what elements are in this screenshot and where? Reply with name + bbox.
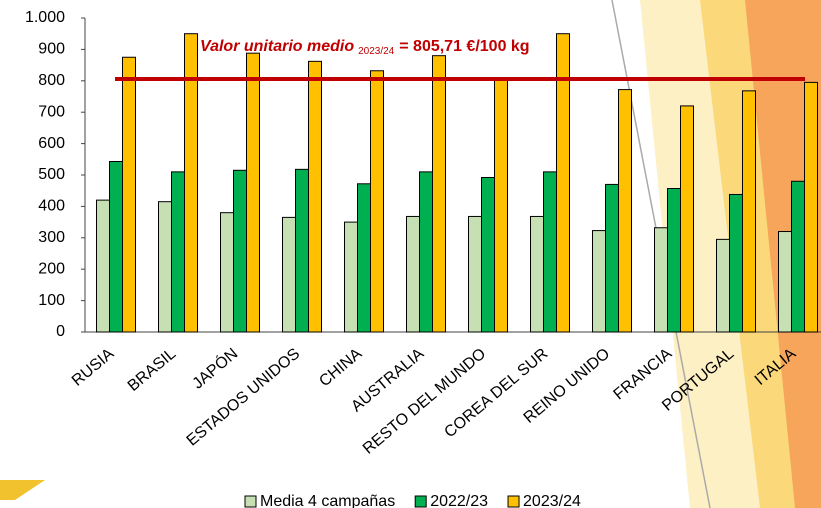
bar	[184, 33, 198, 333]
bar	[778, 231, 792, 333]
bar	[680, 105, 694, 333]
bar	[419, 171, 433, 333]
y-tick-label: 800	[38, 72, 65, 89]
legend-swatch	[244, 495, 257, 508]
bar	[295, 168, 309, 333]
bar	[667, 188, 681, 333]
y-tick-label: 500	[38, 166, 65, 183]
bar	[246, 52, 260, 333]
annotation-subscript: 2023/24	[358, 46, 395, 57]
bar	[122, 56, 136, 333]
bar	[406, 215, 420, 333]
annotation: Valor unitario medio 2023/24 = 805,71 €/10…	[200, 38, 530, 56]
annotation-text: Valor unitario medio	[200, 38, 354, 55]
annotation-suffix: = 805,71 €/100 kg	[399, 38, 529, 55]
bar	[344, 221, 358, 333]
bar	[742, 90, 756, 333]
y-tick-label: 400	[38, 198, 65, 215]
bar	[370, 70, 384, 333]
x-tick-label: JAPÓN	[188, 344, 241, 393]
bar	[171, 171, 185, 333]
background-shape	[0, 480, 45, 500]
y-tick-label: 0	[56, 323, 65, 340]
y-tick-label: 200	[38, 260, 65, 277]
legend-label: Media 4 campañas	[260, 493, 395, 508]
bar	[282, 216, 296, 333]
bar	[804, 81, 818, 333]
x-tick-label: RESTO DEL MUNDO	[360, 345, 489, 457]
bar	[308, 60, 322, 333]
bar	[654, 227, 668, 333]
legend: Media 4 campañas 2022/23 2023/24	[244, 493, 581, 508]
bar	[791, 180, 805, 333]
bar	[543, 171, 557, 333]
y-tick-label: 600	[38, 135, 65, 152]
x-tick-label: BRASIL	[125, 345, 180, 395]
bar	[481, 177, 495, 333]
bar	[220, 212, 234, 333]
bar	[109, 160, 123, 333]
bar	[605, 183, 619, 333]
legend-label: 2023/24	[523, 493, 581, 508]
x-tick-label: COREA DEL SUR	[441, 345, 551, 441]
bar	[96, 199, 110, 333]
x-tick-label: ESTADOS UNIDOS	[184, 345, 304, 449]
bar	[618, 89, 632, 333]
y-tick-label: 300	[38, 229, 65, 246]
legend-swatch	[507, 495, 520, 508]
bar	[556, 33, 570, 333]
bar	[494, 78, 508, 333]
bar	[592, 230, 606, 333]
bar	[468, 215, 482, 333]
bar	[729, 193, 743, 333]
y-tick-label: 100	[38, 292, 65, 309]
x-tick-label: CHINA	[316, 345, 365, 390]
legend-label: 2022/23	[430, 493, 488, 508]
bar	[530, 215, 544, 333]
bar	[158, 201, 172, 333]
bar	[233, 169, 247, 333]
x-tick-label: RUSIA	[69, 345, 118, 390]
bar	[432, 55, 446, 333]
legend-swatch	[414, 495, 427, 508]
x-tick-label: FRANCIA	[611, 345, 676, 403]
y-tick-label: 900	[38, 41, 65, 58]
y-tick-label: 700	[38, 103, 65, 120]
bar	[357, 183, 371, 333]
bar	[716, 238, 730, 333]
y-tick-label: 1.000	[25, 9, 65, 26]
